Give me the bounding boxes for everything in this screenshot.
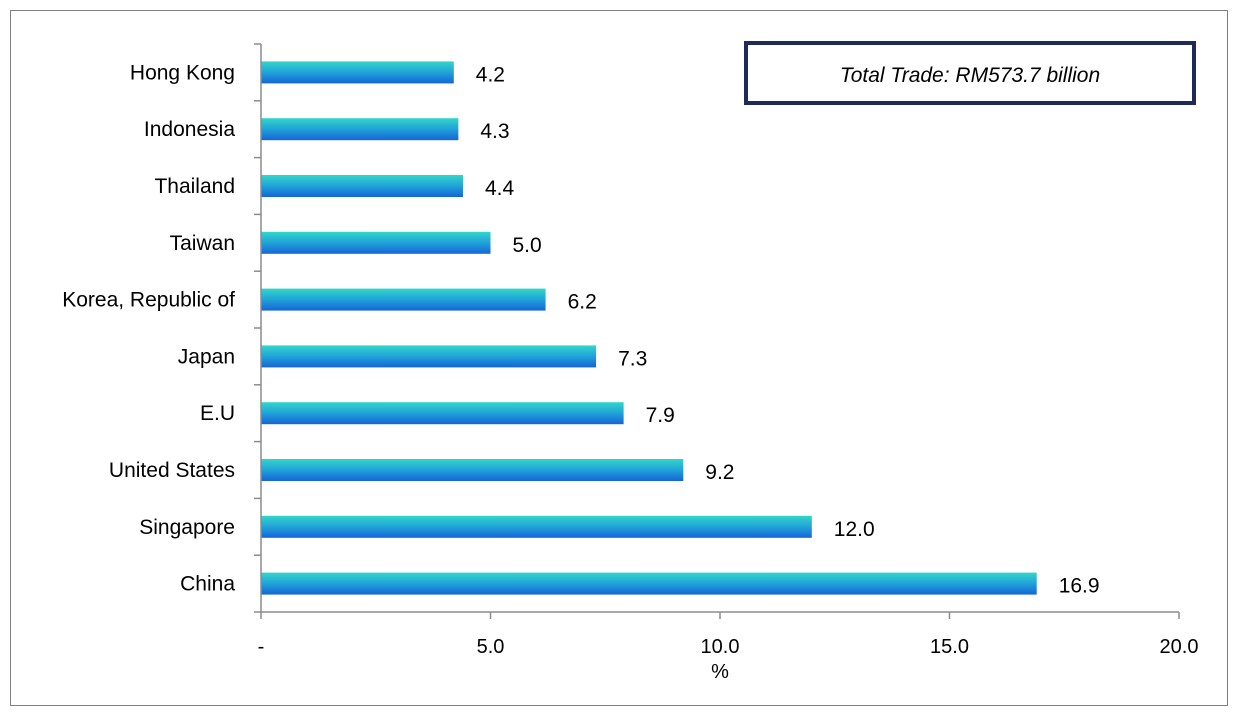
labels-layer: - 5.0 10.0 15.0 20.0 Hong Kong 4.2 Indonesia 4.3… bbox=[62, 61, 1198, 658]
x-tick-label: - bbox=[258, 636, 265, 658]
bars-layer bbox=[261, 61, 1037, 595]
bar bbox=[261, 288, 546, 311]
value-label: 6.2 bbox=[568, 291, 597, 314]
x-tick-label: 5.0 bbox=[477, 636, 505, 658]
bar bbox=[261, 231, 491, 254]
category-label: Singapore bbox=[139, 516, 235, 539]
bar bbox=[261, 345, 597, 368]
x-axis-title: % bbox=[711, 661, 729, 683]
value-label: 4.2 bbox=[476, 63, 505, 86]
bar bbox=[261, 118, 459, 141]
value-label: 9.2 bbox=[705, 461, 734, 484]
bar bbox=[261, 61, 454, 84]
chart-frame bbox=[10, 10, 1228, 706]
bar bbox=[261, 572, 1037, 595]
x-tick-label: 20.0 bbox=[1160, 636, 1199, 658]
value-label: 7.3 bbox=[618, 347, 647, 370]
category-label: United States bbox=[109, 459, 235, 482]
x-tick-label: 10.0 bbox=[701, 636, 740, 658]
bar bbox=[261, 175, 463, 197]
category-label: E.U bbox=[200, 402, 235, 425]
x-tick-label: 15.0 bbox=[930, 636, 969, 658]
bar bbox=[261, 515, 812, 538]
category-label: Hong Kong bbox=[130, 61, 235, 84]
category-label: Thailand bbox=[154, 175, 235, 198]
bar bbox=[261, 459, 684, 481]
axis-layer bbox=[254, 43, 1180, 619]
category-label: Japan bbox=[178, 345, 235, 368]
category-label: Korea, Republic of bbox=[62, 289, 235, 312]
annotation-text: Total Trade: RM573.7 billion bbox=[840, 64, 1100, 87]
value-label: 7.9 bbox=[646, 404, 675, 427]
value-label: 16.9 bbox=[1059, 575, 1100, 598]
category-label: China bbox=[180, 573, 235, 596]
value-label: 5.0 bbox=[513, 234, 542, 257]
value-label: 4.4 bbox=[485, 177, 515, 200]
annotation-box: Total Trade: RM573.7 billion bbox=[744, 41, 1196, 105]
value-label: 4.3 bbox=[480, 120, 509, 143]
bar bbox=[261, 402, 624, 425]
value-label: 12.0 bbox=[834, 518, 875, 541]
category-label: Indonesia bbox=[144, 118, 235, 141]
annotation-border bbox=[744, 41, 1196, 105]
category-label: Taiwan bbox=[170, 232, 235, 255]
